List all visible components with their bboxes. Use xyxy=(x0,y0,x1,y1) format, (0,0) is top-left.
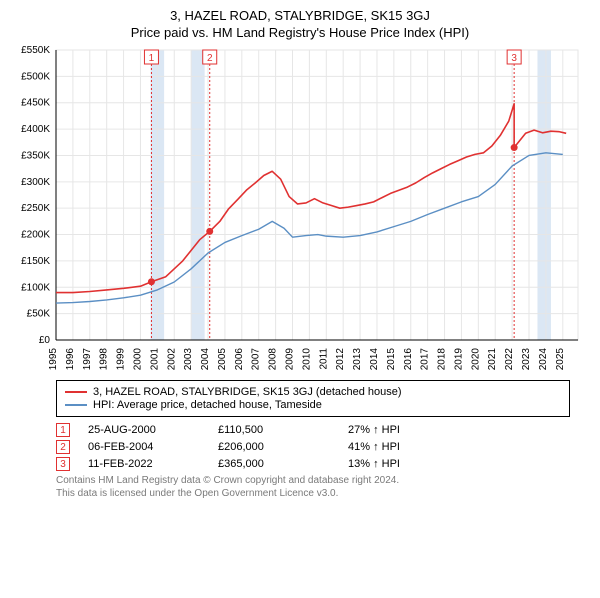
svg-text:£500K: £500K xyxy=(21,71,50,82)
svg-text:2008: 2008 xyxy=(268,348,279,371)
svg-text:1999: 1999 xyxy=(116,348,127,371)
svg-text:2024: 2024 xyxy=(538,348,549,371)
svg-text:2007: 2007 xyxy=(251,348,262,371)
svg-text:1996: 1996 xyxy=(65,348,76,371)
sale-date: 25-AUG-2000 xyxy=(88,424,218,436)
attribution: Contains HM Land Registry data © Crown c… xyxy=(56,475,570,500)
svg-text:2022: 2022 xyxy=(504,348,515,371)
svg-text:£400K: £400K xyxy=(21,124,50,135)
svg-text:£550K: £550K xyxy=(21,45,50,56)
svg-text:3: 3 xyxy=(511,53,517,64)
svg-text:2012: 2012 xyxy=(335,348,346,371)
svg-text:1995: 1995 xyxy=(48,348,59,371)
legend-label: 3, HAZEL ROAD, STALYBRIDGE, SK15 3GJ (de… xyxy=(93,386,402,398)
svg-text:2013: 2013 xyxy=(352,348,363,371)
sale-pct: 27% ↑ HPI xyxy=(348,424,478,436)
svg-text:£100K: £100K xyxy=(21,282,50,293)
svg-text:2017: 2017 xyxy=(420,348,431,371)
svg-text:£50K: £50K xyxy=(27,309,51,320)
legend-swatch xyxy=(65,404,87,406)
sale-row: 1 25-AUG-2000 £110,500 27% ↑ HPI xyxy=(56,423,570,437)
svg-text:2011: 2011 xyxy=(318,348,329,370)
svg-text:2002: 2002 xyxy=(166,348,177,371)
sale-marker-icon: 3 xyxy=(56,457,70,471)
svg-text:2016: 2016 xyxy=(403,348,414,371)
svg-text:2005: 2005 xyxy=(217,348,228,371)
svg-text:2009: 2009 xyxy=(285,348,296,371)
svg-text:2001: 2001 xyxy=(149,348,160,371)
svg-text:2019: 2019 xyxy=(453,348,464,371)
legend-label: HPI: Average price, detached house, Tame… xyxy=(93,399,322,411)
svg-text:2010: 2010 xyxy=(301,348,312,371)
svg-text:2: 2 xyxy=(207,53,213,64)
svg-text:2023: 2023 xyxy=(521,348,532,371)
attribution-line: This data is licensed under the Open Gov… xyxy=(56,488,570,501)
price-chart: £0 £50K £100K £150K £200K £250K £300K £350K £400… xyxy=(0,44,600,374)
svg-text:2004: 2004 xyxy=(200,348,211,371)
svg-text:2015: 2015 xyxy=(386,348,397,371)
svg-text:£350K: £350K xyxy=(21,150,50,161)
svg-text:£300K: £300K xyxy=(21,177,50,188)
svg-text:2018: 2018 xyxy=(437,348,448,371)
sale-row: 2 06-FEB-2004 £206,000 41% ↑ HPI xyxy=(56,440,570,454)
svg-text:2020: 2020 xyxy=(470,348,481,371)
svg-text:2025: 2025 xyxy=(555,348,566,371)
svg-text:2021: 2021 xyxy=(487,348,498,371)
svg-text:1: 1 xyxy=(149,53,155,64)
sale-date: 06-FEB-2004 xyxy=(88,441,218,453)
svg-text:£250K: £250K xyxy=(21,203,50,214)
page-title: 3, HAZEL ROAD, STALYBRIDGE, SK15 3GJ xyxy=(0,8,600,23)
svg-text:£200K: £200K xyxy=(21,230,50,241)
page-subtitle: Price paid vs. HM Land Registry's House … xyxy=(0,25,600,40)
legend-row: HPI: Average price, detached house, Tame… xyxy=(65,399,561,411)
sale-marker-icon: 1 xyxy=(56,423,70,437)
sale-price: £110,500 xyxy=(218,424,348,436)
sale-pct: 13% ↑ HPI xyxy=(348,458,478,470)
svg-text:2014: 2014 xyxy=(369,348,380,371)
legend: 3, HAZEL ROAD, STALYBRIDGE, SK15 3GJ (de… xyxy=(56,380,570,417)
svg-text:2003: 2003 xyxy=(183,348,194,371)
sale-price: £365,000 xyxy=(218,458,348,470)
sale-row: 3 11-FEB-2022 £365,000 13% ↑ HPI xyxy=(56,457,570,471)
sale-pct: 41% ↑ HPI xyxy=(348,441,478,453)
svg-text:1997: 1997 xyxy=(82,348,93,371)
legend-row: 3, HAZEL ROAD, STALYBRIDGE, SK15 3GJ (de… xyxy=(65,386,561,398)
sale-marker-icon: 2 xyxy=(56,440,70,454)
legend-swatch xyxy=(65,391,87,393)
sale-price: £206,000 xyxy=(218,441,348,453)
svg-text:2006: 2006 xyxy=(234,348,245,371)
svg-text:1998: 1998 xyxy=(99,348,110,371)
attribution-line: Contains HM Land Registry data © Crown c… xyxy=(56,475,570,488)
sale-date: 11-FEB-2022 xyxy=(88,458,218,470)
svg-text:£450K: £450K xyxy=(21,98,50,109)
svg-text:£0: £0 xyxy=(39,335,51,346)
svg-text:£150K: £150K xyxy=(21,256,50,267)
sales-table: 1 25-AUG-2000 £110,500 27% ↑ HPI 2 06-FE… xyxy=(56,423,570,471)
svg-text:2000: 2000 xyxy=(132,348,143,371)
